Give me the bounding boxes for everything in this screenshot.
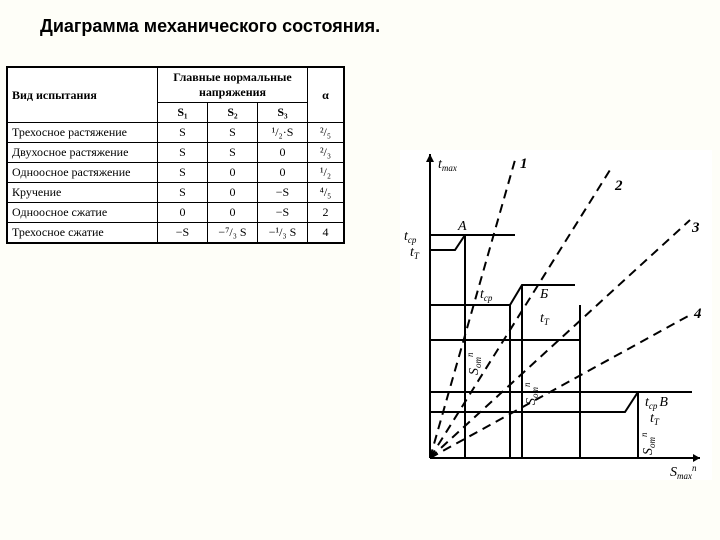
ray-1	[430, 160, 515, 458]
table-row: Трехосное сжатие−S−⁷/₃ S−¹/₃ S4	[8, 223, 344, 243]
table-row: Трехосное растяжениеSS¹/₂·S²/₅	[8, 123, 344, 143]
B-mark: Б	[539, 287, 548, 302]
label-4: 4	[693, 306, 702, 322]
cell: −S	[258, 183, 308, 203]
cell: ²/₃	[308, 143, 344, 163]
Sot-V: Sотn	[639, 432, 657, 455]
cell: Двухосное растяжение	[8, 143, 158, 163]
cell: 0	[158, 203, 208, 223]
th-stresses: Главные нормальные напряжения	[158, 68, 308, 103]
th-test-type: Вид испытания	[8, 68, 158, 123]
label-2: 2	[614, 178, 623, 194]
Sot-A: Sотn	[465, 352, 483, 375]
cell: Трехосное сжатие	[8, 223, 158, 243]
x-label: Smaxn	[670, 463, 697, 480]
cell: S	[158, 163, 208, 183]
A-tT: tT	[410, 245, 420, 261]
th-s1: S₁	[158, 103, 208, 123]
cell: 4	[308, 223, 344, 243]
cell: Трехосное растяжение	[8, 123, 158, 143]
ray-4	[430, 315, 690, 458]
cell: S	[208, 143, 258, 163]
page-title: Диаграмма механического состояния.	[0, 0, 720, 37]
ray-2	[430, 170, 610, 458]
A-tcp: tср	[404, 229, 417, 245]
table-row: КручениеS0−S⁴/₅	[8, 183, 344, 203]
cell: 0	[208, 163, 258, 183]
cell: 0	[208, 183, 258, 203]
V-tT: tT	[650, 411, 660, 427]
table-row: Двухосное растяжениеSS0²/₃	[8, 143, 344, 163]
cell: ⁴/₅	[308, 183, 344, 203]
cell: 2	[308, 203, 344, 223]
cell: Одноосное растяжение	[8, 163, 158, 183]
stress-table: Вид испытания Главные нормальные напряже…	[6, 66, 345, 244]
step-A	[430, 235, 515, 250]
x-arrow	[693, 454, 700, 462]
label-3: 3	[691, 220, 700, 236]
step-B	[430, 285, 575, 305]
cell: 0	[258, 163, 308, 183]
cell: S	[158, 123, 208, 143]
table-row: Одноосное растяжениеS00¹/₂	[8, 163, 344, 183]
y-arrow	[426, 154, 434, 162]
y-label: tmax	[438, 157, 457, 173]
cell: S	[208, 123, 258, 143]
B-tT: tT	[540, 311, 550, 327]
th-alpha: α	[308, 68, 344, 123]
cell: −¹/₃ S	[258, 223, 308, 243]
table-row: Одноосное сжатие00−S2	[8, 203, 344, 223]
B-tcp: tср	[480, 287, 493, 303]
cell: Кручение	[8, 183, 158, 203]
cell: 0	[208, 203, 258, 223]
th-s3: S₃	[258, 103, 308, 123]
mechanical-state-diagram: 1 2 3 4 tmax tср А tT tср Б tT tсрВ tT S…	[400, 150, 712, 480]
cell: −⁷/₃ S	[208, 223, 258, 243]
cell: S	[158, 143, 208, 163]
cell: ²/₅	[308, 123, 344, 143]
th-s2: S₂	[208, 103, 258, 123]
label-1: 1	[520, 156, 528, 172]
Sot-B: Sотn	[522, 382, 540, 405]
cell: −S	[258, 203, 308, 223]
cell: 0	[258, 143, 308, 163]
V-tcp: tсрВ	[645, 395, 668, 411]
cell: ¹/₂	[308, 163, 344, 183]
cell: S	[158, 183, 208, 203]
cell: −S	[158, 223, 208, 243]
cell: ¹/₂·S	[258, 123, 308, 143]
cell: Одноосное сжатие	[8, 203, 158, 223]
A-mark: А	[457, 219, 467, 234]
